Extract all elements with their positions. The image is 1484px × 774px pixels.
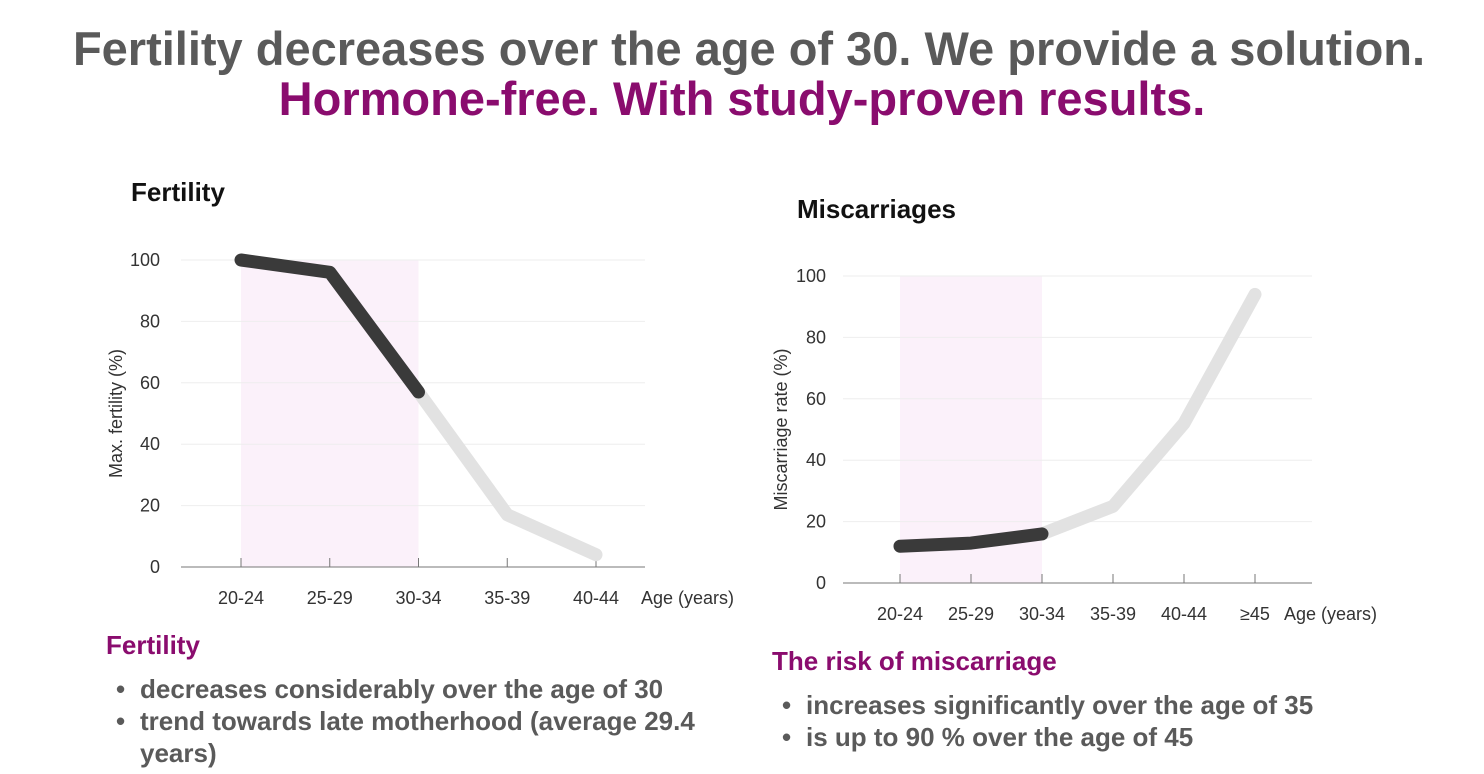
x-tick-label: 30-34	[395, 588, 441, 608]
y-tick-label: 0	[150, 557, 160, 577]
x-tick-label: ≥45	[1240, 604, 1270, 624]
headline-line-2: Hormone-free. With study-proven results.	[278, 72, 1206, 125]
miscarriage-section-heading: The risk of miscarriage	[772, 646, 1057, 676]
miscarriage-bullet: is up to 90 % over the age of 45	[772, 721, 1452, 753]
x-tick-label: 40-44	[1161, 604, 1207, 624]
y-axis-title: Max. fertility (%)	[106, 349, 126, 478]
fertility-bullet-list: decreases considerably over the age of 3…	[106, 673, 746, 769]
x-tick-label: 40-44	[573, 588, 619, 608]
y-tick-label: 80	[806, 327, 826, 347]
y-tick-label: 100	[796, 266, 826, 286]
headline-line-1: Fertility decreases over the age of 30. …	[72, 22, 1426, 75]
x-axis-title: Age (years)	[1284, 604, 1377, 624]
x-tick-label: 35-39	[1090, 604, 1136, 624]
miscarriage-bullet: increases significantly over the age of …	[772, 689, 1452, 721]
fertility-chart: Fertility 0 20 40 60 80 100 20-24 25-29 30-34 35-3…	[106, 177, 734, 608]
miscarriage-bullet-list: increases significantly over the age of …	[772, 689, 1452, 753]
highlight-band	[241, 260, 419, 567]
x-tick-label: 20-24	[218, 588, 264, 608]
x-tick-label: 20-24	[877, 604, 923, 624]
fertility-bullet: trend towards late motherhood (average 2…	[106, 705, 746, 769]
y-tick-label: 20	[140, 496, 160, 516]
y-axis-title: Miscarriage rate (%)	[771, 348, 791, 510]
x-tick-label: 30-34	[1019, 604, 1065, 624]
fertility-section-heading: Fertility	[106, 630, 200, 660]
y-tick-label: 80	[140, 311, 160, 331]
fertility-bullet: decreases considerably over the age of 3…	[106, 673, 746, 705]
miscarriage-chart: Miscarriages 0 20 40 60 80 100 20-24 25-29 30-34 3…	[771, 194, 1377, 624]
y-tick-label: 60	[806, 389, 826, 409]
y-tick-label: 0	[816, 573, 826, 593]
y-tick-label: 100	[130, 250, 160, 270]
series-line-emphasized	[234, 253, 425, 399]
x-tick-label: 25-29	[948, 604, 994, 624]
x-axis-title: Age (years)	[641, 588, 734, 608]
series-line-faded	[1035, 287, 1262, 541]
y-tick-label: 60	[140, 373, 160, 393]
series-line-faded	[412, 385, 603, 562]
x-tick-label: 35-39	[484, 588, 530, 608]
y-tick-label: 20	[806, 512, 826, 532]
series-line-emphasized	[893, 527, 1049, 553]
chart-title: Miscarriages	[797, 194, 956, 224]
chart-title: Fertility	[131, 177, 225, 207]
y-tick-label: 40	[806, 450, 826, 470]
x-tick-label: 25-29	[307, 588, 353, 608]
y-tick-label: 40	[140, 434, 160, 454]
